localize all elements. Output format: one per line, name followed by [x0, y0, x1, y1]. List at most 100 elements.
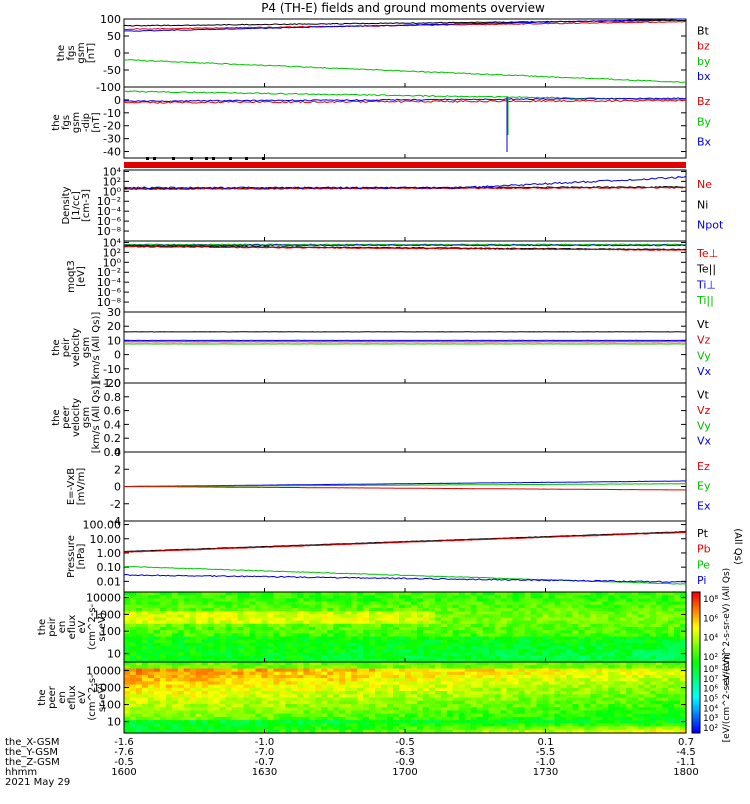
spectrogram-cell [387, 727, 394, 731]
spectrogram-cell [333, 691, 340, 695]
spectrogram-cell [483, 691, 490, 695]
spectrogram-cell [327, 714, 334, 718]
spectrogram-cell [572, 665, 579, 669]
spectrogram-cell [584, 714, 591, 718]
spectrogram-cell [423, 701, 430, 705]
spectrogram-cell [465, 701, 472, 705]
spectrogram-cell [543, 691, 550, 695]
spectrogram-cell [650, 701, 657, 705]
x-row-value: 1630 [252, 767, 277, 778]
spectrogram-cell [136, 701, 143, 705]
spectrogram-cell [214, 678, 221, 682]
spectrogram-cell [555, 678, 562, 682]
spectrogram-cell [566, 714, 573, 718]
spectrogram-cell [232, 691, 239, 695]
colorbar-tick-label: 10² [703, 653, 718, 663]
spectrogram-cell [429, 665, 436, 669]
spectrogram-cell [429, 714, 436, 718]
legend-entry: Vt [697, 318, 710, 331]
spectrogram-cell [537, 701, 544, 705]
npot-trace [124, 176, 686, 188]
spectrogram-cell [650, 678, 657, 682]
spectrogram-cell [501, 701, 508, 705]
spectrogram-cell [519, 665, 526, 669]
spectrogram-cell [417, 714, 424, 718]
spectrogram-cell [202, 714, 209, 718]
spectrogram-cell [375, 665, 382, 669]
spectrogram-cell [399, 691, 406, 695]
spectrogram-cell [309, 727, 316, 731]
spectrogram-cell [142, 714, 149, 718]
spectrogram-cell [238, 714, 245, 718]
spectrogram-cell [453, 701, 460, 705]
spectrogram-cell [142, 727, 149, 731]
y-tick-label: -2 [110, 498, 121, 511]
spectrogram-cell [650, 714, 657, 718]
spectrogram-cell [435, 678, 442, 682]
spectrogram-cell [590, 665, 597, 669]
y-tick-label: 0.01 [97, 575, 122, 588]
spectrogram-cell [399, 714, 406, 718]
spectrogram-cell [602, 714, 609, 718]
spectrogram-cell [321, 665, 328, 669]
spectrogram-cell [250, 665, 257, 669]
spectrogram-cell [154, 678, 161, 682]
spectrogram-cell [519, 701, 526, 705]
spectrogram-cell [632, 678, 639, 682]
spectrogram-cell [279, 678, 286, 682]
spectrogram-cell [447, 665, 454, 669]
spectrogram-cell [674, 701, 681, 705]
spectrogram-cell [513, 678, 520, 682]
spectrogram-cell [650, 727, 657, 731]
spectrogram-cell [363, 714, 370, 718]
legend-entry: by [697, 55, 711, 68]
spectrogram-cell [375, 714, 382, 718]
spectrogram-cell [411, 678, 418, 682]
spectrogram-cell [196, 665, 203, 669]
spectrogram-cell [584, 678, 591, 682]
spectrogram-cell [644, 701, 651, 705]
spectrogram-cell [584, 701, 591, 705]
y-tick-label: -50 [103, 64, 121, 77]
spectrogram-cell [471, 691, 478, 695]
spectrogram-cell [549, 665, 556, 669]
spectrogram-cell [387, 678, 394, 682]
spectrogram-cell [632, 714, 639, 718]
spectrogram-cell [351, 691, 358, 695]
spectrogram-cell [303, 714, 310, 718]
spectrogram-cell [202, 678, 209, 682]
spectrogram-cell [357, 691, 364, 695]
spectrogram-cell [220, 714, 227, 718]
spectrogram-cell [596, 678, 603, 682]
spectrogram-cell [244, 727, 251, 731]
spectrogram-cell [321, 691, 328, 695]
spectrogram-cell [507, 678, 514, 682]
colorbar-tick-label: 10⁵ [703, 695, 718, 705]
spectrogram-cell [674, 714, 681, 718]
spectrogram-cell [417, 665, 424, 669]
spectrogram-cell [124, 714, 131, 718]
spectrogram-cell [656, 701, 663, 705]
colorbar-tick-label: 10⁴ [703, 704, 718, 714]
spectrogram-cell [423, 714, 430, 718]
spectrogram-cell [483, 665, 490, 669]
spectrogram-cell [136, 714, 143, 718]
spectrogram-cell [220, 665, 227, 669]
spectrogram-cell [172, 714, 179, 718]
spectrogram-cell [590, 714, 597, 718]
y-tick-label: -100 [96, 81, 121, 94]
spectrogram-cell [513, 665, 520, 669]
legend-entry: Ti⊥ [696, 278, 716, 291]
colorbar-tick-label: 10² [703, 724, 718, 734]
spectrogram-cell [566, 691, 573, 695]
spectrogram-cell [465, 727, 472, 731]
spectrogram-cell [160, 714, 167, 718]
y-axis-label-line: [nPa] [76, 543, 87, 569]
spectrogram-cell [405, 691, 412, 695]
spectrogram-cell [381, 714, 388, 718]
spectrogram-cell [285, 691, 292, 695]
spectrogram-cell [668, 678, 675, 682]
spectrogram-cell [572, 727, 579, 731]
spectrogram-cell [369, 665, 376, 669]
y-tick-label: 10 [107, 716, 121, 729]
